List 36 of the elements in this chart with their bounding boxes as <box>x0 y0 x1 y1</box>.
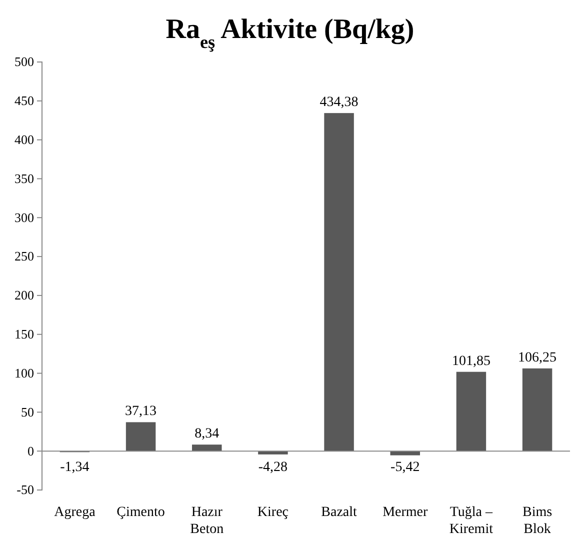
x-tick-label: Bazalt <box>321 505 358 520</box>
bar <box>258 451 288 454</box>
y-tick-label: -50 <box>16 482 34 498</box>
y-tick-label: 450 <box>14 93 34 108</box>
data-label: 106,25 <box>518 350 557 366</box>
y-tick-label: 200 <box>14 288 34 303</box>
y-tick-label: 300 <box>14 210 34 225</box>
bar <box>522 368 552 452</box>
y-tick-label: 500 <box>14 54 34 70</box>
x-tick-label: Mermer <box>382 505 428 520</box>
chart-title: Ra$_{eş}$ Aktivite (Bq/kg) <box>166 14 414 52</box>
y-tick-label: 250 <box>14 248 34 264</box>
bar <box>390 451 420 456</box>
y-tick-label: 150 <box>14 326 34 342</box>
data-label: 434,38 <box>320 95 358 110</box>
x-tick-label: Kireç <box>257 505 289 520</box>
bar <box>192 444 222 452</box>
bar <box>456 372 486 452</box>
y-tick-label: 50 <box>21 404 34 420</box>
data-label: -5,42 <box>390 460 420 476</box>
x-tick-label: Çimento <box>116 505 165 520</box>
data-label: 8,34 <box>194 426 220 442</box>
data-label: -1,34 <box>60 460 90 476</box>
y-tick-label: 100 <box>14 365 34 380</box>
x-tick-label: Hazır Beton <box>190 505 224 537</box>
bar <box>126 422 156 452</box>
x-tick-label: Tuğla – Kiremit <box>449 505 494 537</box>
y-tick-label: 350 <box>14 170 34 186</box>
x-tick-label: Agrega <box>54 505 96 520</box>
bar <box>324 113 354 452</box>
y-tick-label: 400 <box>14 132 34 147</box>
data-label: -4,28 <box>258 460 288 476</box>
data-label: 101,85 <box>452 354 490 369</box>
data-label: 37,13 <box>125 404 157 420</box>
x-tick-label: Bims Blok <box>522 505 552 537</box>
y-tick-label: 0 <box>28 443 34 458</box>
